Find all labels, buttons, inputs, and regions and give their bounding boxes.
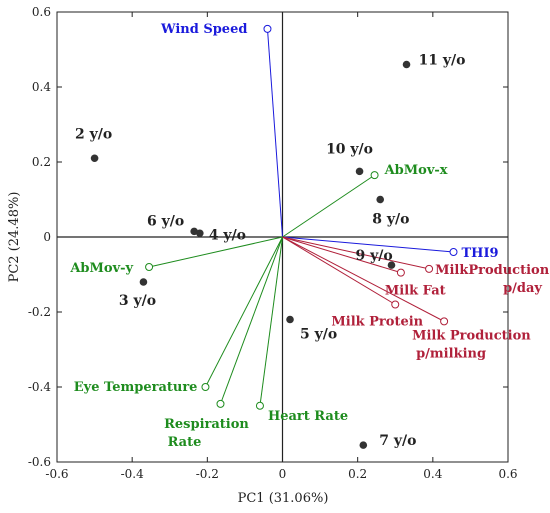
y-tick-label: 0.6 bbox=[32, 5, 51, 19]
observation-label-10-y-o: 10 y/o bbox=[326, 141, 373, 157]
loading-vector-milk-protein bbox=[282, 236, 396, 305]
observation-points bbox=[90, 60, 411, 449]
loading-vectors bbox=[145, 24, 458, 410]
observation-label-4-y-o: 4 y/o bbox=[209, 227, 246, 243]
loading-label-milkproduction-p-day: MilkProduction p/day bbox=[435, 263, 550, 296]
observation-label-3-y-o: 3 y/o bbox=[119, 293, 156, 309]
loading-vector-wind-speed bbox=[266, 28, 283, 238]
y-axis-title: PC2 (24.48%) bbox=[7, 192, 22, 283]
observation-label-6-y-o: 6 y/o bbox=[147, 213, 184, 229]
loading-marker-respiration-rate bbox=[216, 399, 225, 408]
observation-label-5-y-o: 5 y/o bbox=[300, 327, 337, 343]
loading-vector-milkproduction-p-day bbox=[282, 236, 430, 270]
loading-marker-milk-protein bbox=[391, 300, 400, 309]
labels: Wind Speed THI9 AbMov-x AbMov-y Eye Temperat… bbox=[69, 22, 549, 450]
loading-vector-thi9 bbox=[282, 236, 454, 253]
x-tick-label: 0.2 bbox=[348, 467, 367, 481]
loading-label-thi9: THI9 bbox=[462, 246, 499, 261]
observation-point-11-y-o bbox=[402, 60, 411, 69]
loading-vector-eye-temperature bbox=[205, 236, 283, 388]
loading-vector-abmov-y bbox=[148, 236, 283, 268]
observation-label-2-y-o: 2 y/o bbox=[75, 126, 112, 142]
loading-label-respiration-rate: Respiration Rate bbox=[164, 417, 249, 450]
observation-label-11-y-o: 11 y/o bbox=[419, 53, 466, 69]
loading-label-wind-speed: Wind Speed bbox=[160, 22, 248, 37]
x-axis-title: PC1 (31.06%) bbox=[238, 491, 329, 506]
observation-point-7-y-o bbox=[359, 441, 368, 449]
observation-point-10-y-o bbox=[355, 167, 364, 176]
observation-label-9-y-o: 9 y/o bbox=[355, 248, 392, 264]
loading-marker-abmov-x bbox=[370, 171, 379, 180]
x-tick-label: -0.4 bbox=[121, 467, 145, 481]
observation-point-6-y-o bbox=[190, 227, 198, 236]
loading-marker-thi9 bbox=[449, 248, 458, 256]
loading-label-eye-temperature: Eye Temperature bbox=[74, 380, 198, 395]
loading-marker-milkproduction-p-day bbox=[425, 264, 434, 273]
loading-vector-heart-rate bbox=[259, 236, 283, 406]
loading-vector-abmov-x bbox=[282, 174, 375, 238]
loading-label-milk-protein: Milk Protein bbox=[331, 315, 423, 330]
loading-label-heart-rate: Heart Rate bbox=[268, 409, 348, 424]
observation-point-9-y-o bbox=[387, 261, 396, 269]
observation-point-8-y-o bbox=[376, 195, 385, 204]
y-tick-label: -0.6 bbox=[28, 455, 51, 469]
observation-point-5-y-o bbox=[286, 315, 294, 324]
observation-label-7-y-o: 7 y/o bbox=[379, 433, 416, 449]
loading-label-abmov-y: AbMov-y bbox=[69, 261, 133, 276]
loading-marker-milk-fat bbox=[396, 268, 405, 277]
loading-vector-milk-production-p-milking bbox=[282, 236, 445, 322]
loading-marker-eye-temperature bbox=[201, 383, 210, 391]
loading-label-milk-fat: Milk Fat bbox=[385, 284, 446, 299]
x-tick-label: -0.6 bbox=[45, 467, 68, 481]
loading-label-milk-production-p-milking: Milk Production p/milking bbox=[412, 328, 531, 361]
loading-vector-milk-fat bbox=[282, 236, 402, 274]
loading-marker-abmov-y bbox=[145, 263, 154, 271]
y-tick-label: -0.2 bbox=[28, 305, 51, 319]
x-tick-label: 0.4 bbox=[423, 467, 442, 481]
loading-marker-heart-rate bbox=[255, 401, 264, 410]
x-tick-label: 0.6 bbox=[498, 467, 517, 481]
loading-marker-milk-production-p-milking bbox=[440, 317, 449, 326]
observation-label-8-y-o: 8 y/o bbox=[372, 212, 409, 228]
y-tick-label: -0.4 bbox=[28, 380, 52, 394]
x-tick-label: 0 bbox=[279, 467, 287, 481]
observation-point-2-y-o bbox=[90, 154, 99, 163]
y-tick-label: 0.2 bbox=[32, 155, 51, 169]
ticks: -0.6 -0.4 -0.2 0 0.2 0.4 0.6 0.6 0.4 0.2 0 -0.2 -0.4… bbox=[28, 5, 518, 481]
loading-vector-respiration-rate bbox=[220, 236, 283, 405]
loading-label-abmov-x: AbMov-x bbox=[384, 163, 448, 178]
y-tick-label: 0.4 bbox=[32, 80, 51, 94]
loading-marker-wind-speed bbox=[263, 24, 272, 33]
y-tick-label: 0 bbox=[43, 230, 51, 244]
observation-point-3-y-o bbox=[139, 278, 148, 286]
x-tick-label: -0.2 bbox=[196, 467, 219, 481]
